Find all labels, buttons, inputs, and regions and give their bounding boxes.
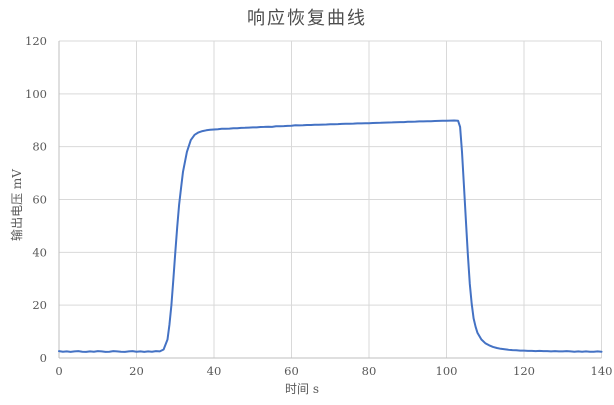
x-axis-title: 时间 s	[285, 382, 319, 396]
y-tick-label: 60	[32, 193, 47, 207]
x-tick-label: 40	[207, 364, 222, 378]
y-tick-label: 80	[32, 140, 47, 154]
x-tick-label: 0	[55, 364, 62, 378]
y-tick-label: 20	[32, 298, 47, 312]
x-tick-label: 120	[513, 364, 535, 378]
y-tick-label: 40	[32, 245, 47, 259]
y-tick-label: 100	[25, 87, 47, 101]
x-tick-label: 80	[362, 364, 377, 378]
x-tick-label: 100	[436, 364, 458, 378]
x-tick-label: 140	[591, 364, 613, 378]
y-tick-label: 120	[25, 34, 47, 48]
axis-lines	[58, 41, 602, 359]
y-axis-title: 输出电压 mV	[9, 169, 24, 241]
chart-title: 响应恢复曲线	[247, 8, 367, 29]
y-tick-label: 0	[40, 351, 47, 365]
gridlines	[58, 40, 602, 359]
x-tick-label: 20	[129, 364, 144, 378]
x-tick-label: 60	[284, 364, 299, 378]
response-curve-line	[58, 119, 603, 353]
tick-labels: 0 20 40 60 80 100 120 140 0 20 40 60 80 100 120	[25, 34, 612, 378]
